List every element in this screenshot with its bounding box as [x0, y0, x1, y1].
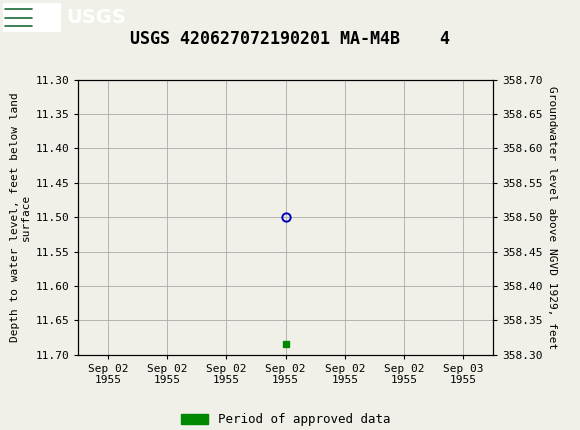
Y-axis label: Groundwater level above NGVD 1929, feet: Groundwater level above NGVD 1929, feet [547, 86, 557, 349]
Legend: Period of approved data: Period of approved data [176, 408, 396, 430]
Bar [3, 3, 61, 32]
Text: USGS 420627072190201 MA-M4B    4: USGS 420627072190201 MA-M4B 4 [130, 31, 450, 49]
Y-axis label: Depth to water level, feet below land
surface: Depth to water level, feet below land su… [10, 92, 31, 342]
Text: USGS: USGS [67, 8, 126, 27]
